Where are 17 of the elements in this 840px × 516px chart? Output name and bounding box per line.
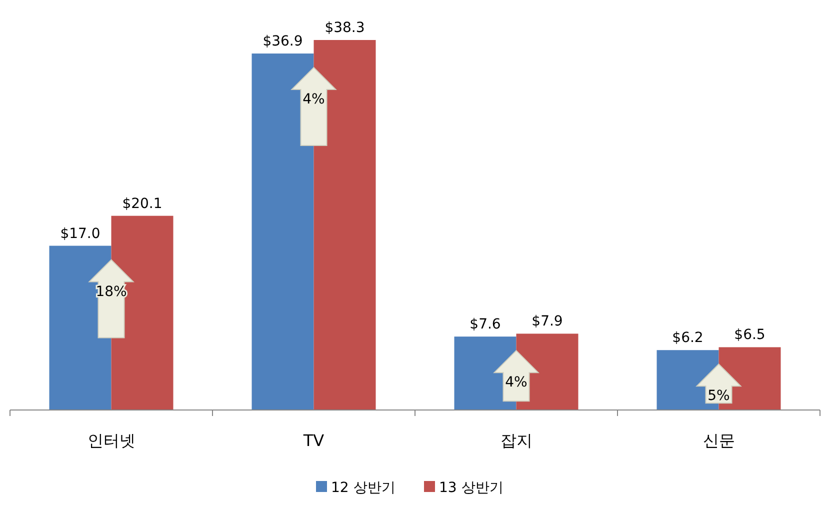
- data-label: $6.5: [734, 327, 766, 344]
- data-label: $38.3: [324, 20, 365, 36]
- data-label: $17.0: [60, 226, 100, 242]
- data-label: $36.9: [262, 34, 303, 50]
- annotation: 4%: [505, 374, 528, 391]
- data-label: $6.2: [672, 330, 704, 346]
- legend-label: 12 상반기: [331, 480, 396, 496]
- data-label: $7.6: [470, 316, 501, 333]
- data-label: $20.1: [122, 196, 162, 212]
- x-tick-label: TV: [302, 431, 324, 450]
- x-tick-label: 잡지: [500, 431, 532, 450]
- x-tick-label: 신문: [702, 431, 735, 450]
- data-label: $7.9: [532, 314, 563, 330]
- legend-label: 13 상반기: [439, 480, 504, 496]
- annotation: 4%: [302, 92, 325, 108]
- annotation: 5%: [708, 388, 730, 404]
- x-tick-label: 인터넷: [87, 431, 136, 450]
